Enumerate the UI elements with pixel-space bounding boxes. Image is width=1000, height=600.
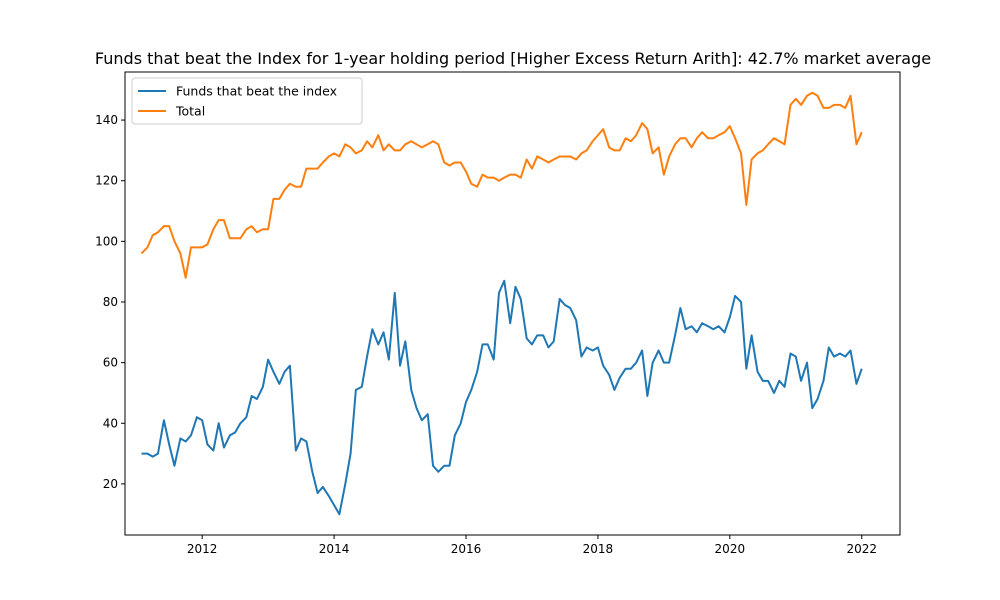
legend-label-total: Total: [175, 104, 205, 119]
x-axis: 2012 2014 2016 2018 2020 2022: [187, 535, 877, 556]
plot-area-frame: [124, 71, 901, 536]
y-tick-label: 20: [103, 477, 118, 491]
y-tick-label: 120: [95, 174, 118, 188]
x-tick-label: 2018: [583, 542, 614, 556]
y-axis: 20 40 60 80 100 120 140: [95, 113, 125, 491]
series-line-funds-that-beat-the-index: [141, 279, 863, 516]
legend: Funds that beat the index Total: [131, 77, 363, 125]
series-layer: [140, 91, 863, 516]
x-tick-label: 2012: [187, 542, 218, 556]
x-tick-label: 2014: [319, 542, 350, 556]
legend-box: [131, 77, 363, 125]
y-tick-label: 40: [103, 416, 118, 430]
x-tick-label: 2016: [451, 542, 482, 556]
y-tick-label: 80: [103, 295, 118, 309]
x-tick-label: 2020: [715, 542, 746, 556]
y-tick-label: 60: [103, 356, 118, 370]
x-tick-label: 2022: [846, 542, 877, 556]
chart-title: Funds that beat the Index for 1-year hol…: [95, 49, 931, 68]
y-tick-label: 100: [95, 234, 118, 248]
legend-label-funds-that-beat-the-index: Funds that beat the index: [176, 84, 337, 99]
y-tick-label: 140: [95, 113, 118, 127]
series-line-total: [140, 91, 863, 279]
